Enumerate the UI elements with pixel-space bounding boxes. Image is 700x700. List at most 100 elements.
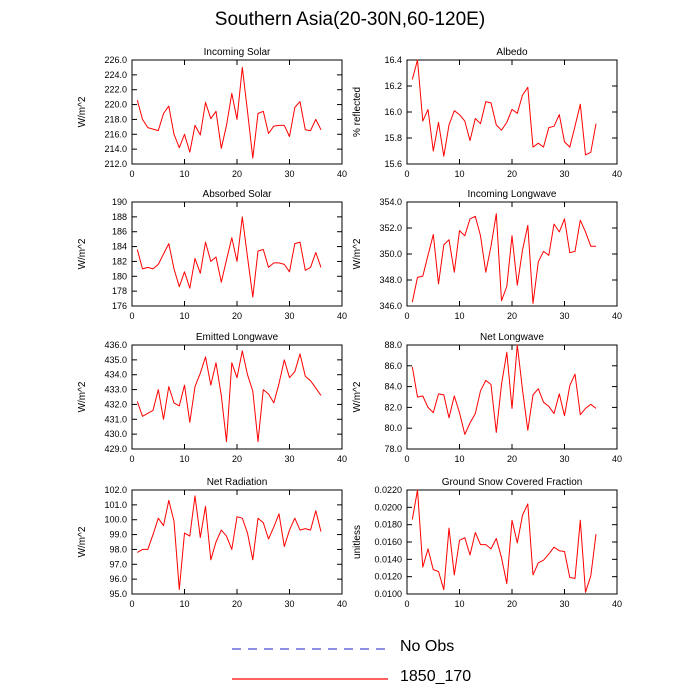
plot-frame [131, 59, 343, 165]
x-tick-label: 10 [454, 169, 464, 179]
panel-incoming-longwave: Incoming Longwave W/m^2 0 10 20 30 40 346.0 348.… [352, 189, 622, 321]
panel-title: Albedo [496, 47, 528, 58]
x-tick-label: 0 [404, 311, 409, 321]
y-tick-label: 0.0200 [374, 502, 402, 512]
y-tick-label: 78.0 [384, 444, 402, 454]
x-tick-label: 10 [179, 599, 189, 609]
y-tick-label: 212.0 [104, 159, 127, 169]
panel-incoming-solar: Incoming Solar W/m^2 0 10 20 30 40 212.0 214.0 21… [77, 47, 347, 179]
x-tick-label: 0 [129, 599, 134, 609]
x-tick-label: 20 [232, 599, 242, 609]
y-tick-label: 214.0 [104, 144, 127, 154]
y-axis-label: W/m^2 [77, 238, 88, 269]
x-tick-label: 30 [559, 599, 569, 609]
panel-ground-snow-covered-fraction: Ground Snow Covered Fraction unitless 0 10 2… [352, 477, 622, 609]
main-title: Southern Asia(20-30N,60-120E) [214, 9, 486, 30]
plot-frame [406, 59, 618, 165]
x-tick-label: 10 [454, 599, 464, 609]
panel-title: Net Longwave [480, 332, 544, 343]
x-tick-label: 10 [454, 454, 464, 464]
x-tick-label: 0 [129, 454, 134, 464]
panel-emitted-longwave: Emitted Longwave W/m^2 0 10 20 30 40 429.0 430.0… [77, 332, 347, 464]
x-tick-label: 20 [507, 169, 517, 179]
y-axis-label: % reflected [352, 87, 363, 137]
y-tick-label: 0.0220 [374, 485, 402, 495]
y-tick-label: 16.4 [384, 55, 402, 65]
x-tick-label: 40 [337, 169, 347, 179]
y-tick-label: 436.0 [104, 340, 127, 350]
y-tick-label: 430.0 [104, 429, 127, 439]
y-tick-label: 88.0 [384, 340, 402, 350]
y-tick-label: 0.0160 [374, 537, 402, 547]
y-tick-label: 188 [112, 212, 127, 222]
x-tick-label: 40 [612, 599, 622, 609]
y-tick-label: 101.0 [104, 500, 127, 510]
legend-label-obs: No Obs [400, 638, 455, 655]
legend-swatch-obs [232, 648, 388, 650]
x-tick-label: 20 [232, 311, 242, 321]
y-tick-label: 16.0 [384, 107, 402, 117]
x-tick-label: 20 [232, 169, 242, 179]
y-tick-label: 178 [112, 286, 127, 296]
y-tick-label: 180 [112, 271, 127, 281]
x-tick-label: 30 [284, 454, 294, 464]
y-tick-label: 218.0 [104, 114, 127, 124]
y-axis-label: W/m^2 [352, 381, 363, 412]
plot-frame [406, 344, 618, 450]
y-tick-label: 216.0 [104, 129, 127, 139]
y-tick-label: 433.0 [104, 385, 127, 395]
y-tick-label: 84.0 [384, 382, 402, 392]
y-tick-label: 435.0 [104, 355, 127, 365]
legend-swatch-model [232, 678, 388, 680]
y-tick-label: 431.0 [104, 414, 127, 424]
legend-label-model: 1850_170 [400, 668, 472, 685]
x-tick-label: 10 [179, 311, 189, 321]
x-tick-label: 40 [337, 311, 347, 321]
x-tick-label: 0 [129, 169, 134, 179]
x-tick-label: 0 [404, 454, 409, 464]
y-tick-label: 0.0140 [374, 554, 402, 564]
series-line-1850-170 [411, 59, 597, 157]
series-line-1850-170 [137, 495, 322, 590]
y-tick-label: 190 [112, 197, 127, 207]
y-tick-label: 226.0 [104, 55, 127, 65]
x-tick-label: 20 [507, 454, 517, 464]
series-line-1850-170 [411, 213, 596, 304]
y-tick-label: 0.0180 [374, 520, 402, 530]
panel-title: Emitted Longwave [196, 332, 279, 343]
panel-title: Incoming Solar [204, 47, 271, 58]
y-axis-label: W/m^2 [352, 238, 363, 269]
y-tick-label: 100.0 [104, 515, 127, 525]
panel-title: Incoming Longwave [468, 189, 557, 200]
y-axis-label: unitless [352, 525, 363, 559]
y-tick-label: 82.0 [384, 402, 402, 412]
x-tick-label: 30 [284, 599, 294, 609]
y-tick-label: 434.0 [104, 370, 127, 380]
y-tick-label: 15.8 [384, 133, 402, 143]
y-tick-label: 354.0 [379, 197, 402, 207]
y-tick-label: 182 [112, 256, 127, 266]
y-tick-label: 184 [112, 242, 127, 252]
y-tick-label: 97.0 [109, 559, 127, 569]
plot-frame [406, 201, 618, 307]
y-tick-label: 0.0100 [374, 589, 402, 599]
plot-frame [131, 489, 343, 595]
x-tick-label: 20 [507, 311, 517, 321]
x-tick-label: 10 [454, 311, 464, 321]
y-tick-label: 98.0 [109, 544, 127, 554]
series-line-1850-170 [411, 489, 597, 593]
y-axis-label: W/m^2 [77, 526, 88, 557]
y-tick-label: 224.0 [104, 70, 127, 80]
y-tick-label: 86.0 [384, 361, 402, 371]
y-tick-label: 352.0 [379, 223, 402, 233]
series-line-1850-170 [136, 216, 322, 298]
panel-albedo: Albedo % reflected 0 10 20 30 40 15.6 15.8 16.0 16… [352, 47, 622, 179]
x-tick-label: 40 [612, 169, 622, 179]
x-tick-label: 20 [507, 599, 517, 609]
y-tick-label: 96.0 [109, 574, 127, 584]
x-tick-label: 10 [179, 169, 189, 179]
panel-title: Ground Snow Covered Fraction [442, 477, 583, 488]
y-axis-label: W/m^2 [77, 96, 88, 127]
y-tick-label: 80.0 [384, 423, 402, 433]
